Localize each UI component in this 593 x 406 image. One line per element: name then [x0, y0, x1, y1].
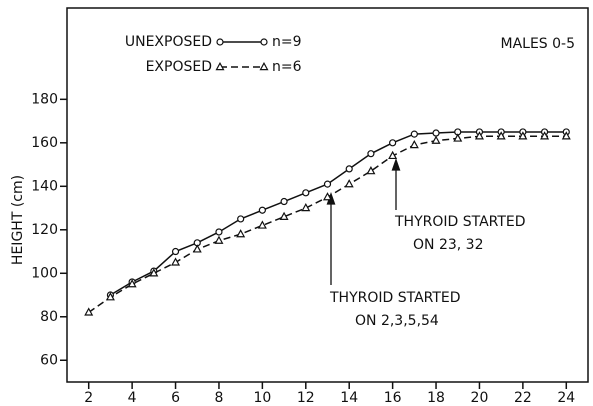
- point: [322, 192, 333, 201]
- point: [345, 165, 353, 173]
- point: [323, 180, 332, 188]
- point: [279, 211, 289, 220]
- point: [105, 292, 115, 301]
- legend-label: EXPOSED: [146, 59, 212, 75]
- y-tick-label: 180: [31, 91, 58, 107]
- x-tick-label: 18: [427, 390, 445, 406]
- point: [367, 150, 375, 158]
- plot-frame: [66, 7, 589, 383]
- y-tick-label: 80: [40, 309, 58, 325]
- legend-marker: [215, 61, 225, 71]
- point: [496, 131, 506, 140]
- point: [344, 179, 354, 188]
- point: [302, 189, 310, 197]
- point: [215, 228, 223, 236]
- legend-marker: [216, 38, 224, 46]
- x-tick-label: 24: [557, 390, 575, 406]
- point: [149, 268, 159, 277]
- point: [192, 244, 202, 253]
- annotation: THYROID STARTED: [394, 214, 526, 230]
- point: [237, 215, 245, 223]
- point: [280, 197, 288, 206]
- y-tick-label: 60: [40, 352, 58, 368]
- legend-label: UNEXPOSED: [125, 34, 212, 50]
- annotation: THYROID STARTED: [329, 290, 461, 306]
- x-tick-label: 10: [253, 390, 271, 406]
- x-tick-label: 16: [384, 390, 402, 406]
- x-tick-label: 6: [171, 390, 180, 406]
- point: [258, 206, 266, 214]
- point: [257, 220, 267, 229]
- point: [410, 130, 418, 138]
- arrow-head: [391, 158, 401, 171]
- point: [171, 247, 180, 256]
- point: [171, 257, 181, 266]
- point: [518, 131, 528, 140]
- series-line: [110, 131, 567, 296]
- point: [453, 133, 463, 142]
- x-tick-label: 2: [84, 390, 93, 406]
- legend-marker: [259, 61, 269, 71]
- legend-marker: [260, 38, 268, 46]
- x-tick-label: 20: [471, 390, 489, 406]
- arrows: [326, 158, 401, 285]
- legend-n: n=9: [272, 34, 302, 50]
- y-tick-label: 120: [31, 222, 58, 238]
- point: [214, 235, 224, 244]
- x-tick-label: 14: [340, 390, 358, 406]
- point: [389, 139, 397, 147]
- point: [301, 202, 311, 212]
- point: [432, 129, 440, 137]
- y-axis-label: HEIGHT (cm): [10, 175, 26, 265]
- point: [388, 150, 398, 160]
- point: [84, 307, 94, 316]
- point: [127, 279, 137, 288]
- x-tick-label: 8: [214, 390, 223, 406]
- point: [431, 135, 441, 144]
- x-tick-label: 4: [128, 390, 137, 406]
- annotation: ON 2,3,5,54: [355, 313, 439, 329]
- point: [540, 131, 550, 140]
- point: [474, 131, 484, 140]
- x-tick-label: 12: [297, 390, 315, 406]
- y-tick-label: 100: [31, 265, 58, 281]
- legend-n: n=6: [272, 59, 302, 75]
- annotation: ON 23, 32: [413, 237, 483, 253]
- point: [236, 229, 246, 238]
- y-tick-label: 160: [31, 135, 58, 151]
- point: [561, 131, 571, 140]
- x-tick-label: 22: [514, 390, 532, 406]
- annotation: MALES 0-5: [500, 36, 575, 52]
- point: [366, 166, 376, 175]
- y-tick-label: 140: [31, 178, 58, 194]
- point: [409, 139, 419, 149]
